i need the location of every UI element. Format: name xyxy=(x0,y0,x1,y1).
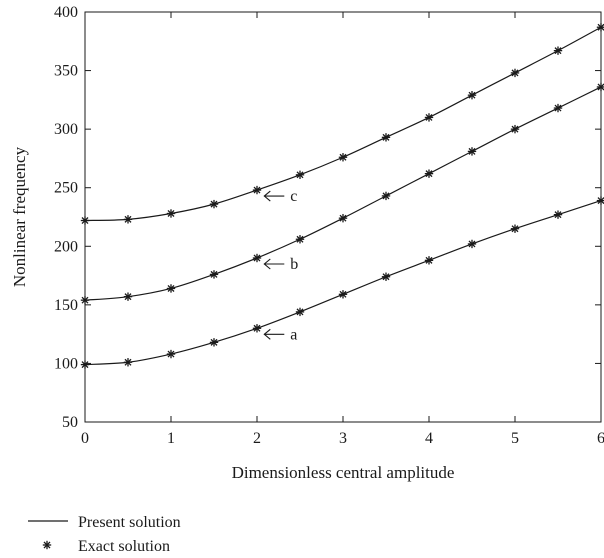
annotation-label: c xyxy=(290,188,297,205)
exact-marker-b xyxy=(467,147,477,156)
exact-marker-b xyxy=(553,103,563,113)
exact-marker-b xyxy=(123,292,133,301)
exact-marker-c xyxy=(424,113,434,122)
annotation-c: c xyxy=(263,188,297,205)
exact-marker-c xyxy=(295,170,305,180)
y-axis-label: Nonlinear frequency xyxy=(10,146,29,287)
x-tick-label: 5 xyxy=(511,430,519,447)
y-tick-label: 150 xyxy=(54,297,78,314)
exact-marker-b xyxy=(209,270,219,279)
exact-marker-b xyxy=(338,213,348,223)
x-tick-label: 1 xyxy=(167,430,175,447)
exact-marker-a xyxy=(338,290,348,299)
exact-marker-b xyxy=(510,124,520,134)
exact-marker-a xyxy=(295,307,305,317)
exact-marker-b xyxy=(295,235,305,244)
annotation-arrowhead xyxy=(263,258,271,270)
exact-marker-c xyxy=(553,46,563,55)
annotation-arrowhead xyxy=(263,328,271,340)
exact-marker-b xyxy=(596,82,604,92)
annotation-arrowhead xyxy=(263,190,271,202)
exact-marker-a xyxy=(252,324,262,333)
x-tick-label: 0 xyxy=(81,430,89,447)
y-tick-label: 50 xyxy=(62,414,78,431)
y-tick-label: 250 xyxy=(54,180,78,197)
exact-marker-c xyxy=(467,90,477,100)
annotation-label: a xyxy=(290,326,297,343)
exact-marker-c xyxy=(166,209,176,218)
legend: Present solution Exact solution xyxy=(28,514,181,555)
exact-marker-a xyxy=(123,358,133,367)
x-tick-label: 2 xyxy=(253,430,261,447)
annotations-layer: a b c xyxy=(263,188,298,343)
exact-marker-c xyxy=(252,185,262,195)
legend-marker-swatch xyxy=(42,540,52,550)
exact-marker-a xyxy=(553,210,563,219)
annotation-label: b xyxy=(290,256,298,273)
exact-marker-a xyxy=(510,224,520,233)
exact-marker-a xyxy=(209,338,219,347)
exact-marker-a xyxy=(166,349,176,359)
x-axis: 0 1 2 3 4 5 6 xyxy=(81,12,604,447)
annotation-a: a xyxy=(263,326,297,343)
y-tick-label: 300 xyxy=(54,121,78,138)
series-line-b xyxy=(84,86,602,301)
exact-marker-b xyxy=(80,295,90,305)
y-tick-label: 350 xyxy=(54,63,78,80)
exact-marker-c xyxy=(338,153,348,162)
x-tick-label: 3 xyxy=(339,430,347,447)
exact-marker-c xyxy=(381,133,391,142)
exact-marker-c xyxy=(596,23,604,32)
exact-marker-c xyxy=(209,199,219,209)
x-axis-label: Dimensionless central amplitude xyxy=(232,463,455,482)
exact-marker-c xyxy=(123,215,133,224)
x-tick-label: 6 xyxy=(597,430,604,447)
exact-marker-b xyxy=(381,191,391,201)
legend-star-icon xyxy=(42,540,52,550)
exact-marker-a xyxy=(424,256,434,265)
annotation-b: b xyxy=(263,256,298,273)
exact-marker-a xyxy=(80,360,90,369)
y-tick-label: 200 xyxy=(54,238,78,255)
exact-marker-b xyxy=(252,253,262,263)
legend-marker-label: Exact solution xyxy=(78,538,170,555)
y-axis: 50 100 150 200 250 300 350 400 xyxy=(54,4,601,431)
x-tick-label: 4 xyxy=(425,430,433,447)
exact-marker-a xyxy=(381,272,391,281)
y-tick-label: 100 xyxy=(54,355,78,372)
exact-marker-b xyxy=(166,284,176,293)
exact-marker-b xyxy=(424,169,434,178)
exact-marker-a xyxy=(467,239,477,249)
legend-line-label: Present solution xyxy=(78,514,181,531)
series-line-c xyxy=(84,26,602,222)
series-line-a xyxy=(84,200,602,366)
exact-marker-c xyxy=(80,216,90,225)
exact-marker-c xyxy=(510,68,520,78)
exact-marker-a xyxy=(596,196,604,205)
markers-layer xyxy=(80,23,604,369)
y-tick-label: 400 xyxy=(54,4,78,21)
curves-layer xyxy=(84,26,602,366)
